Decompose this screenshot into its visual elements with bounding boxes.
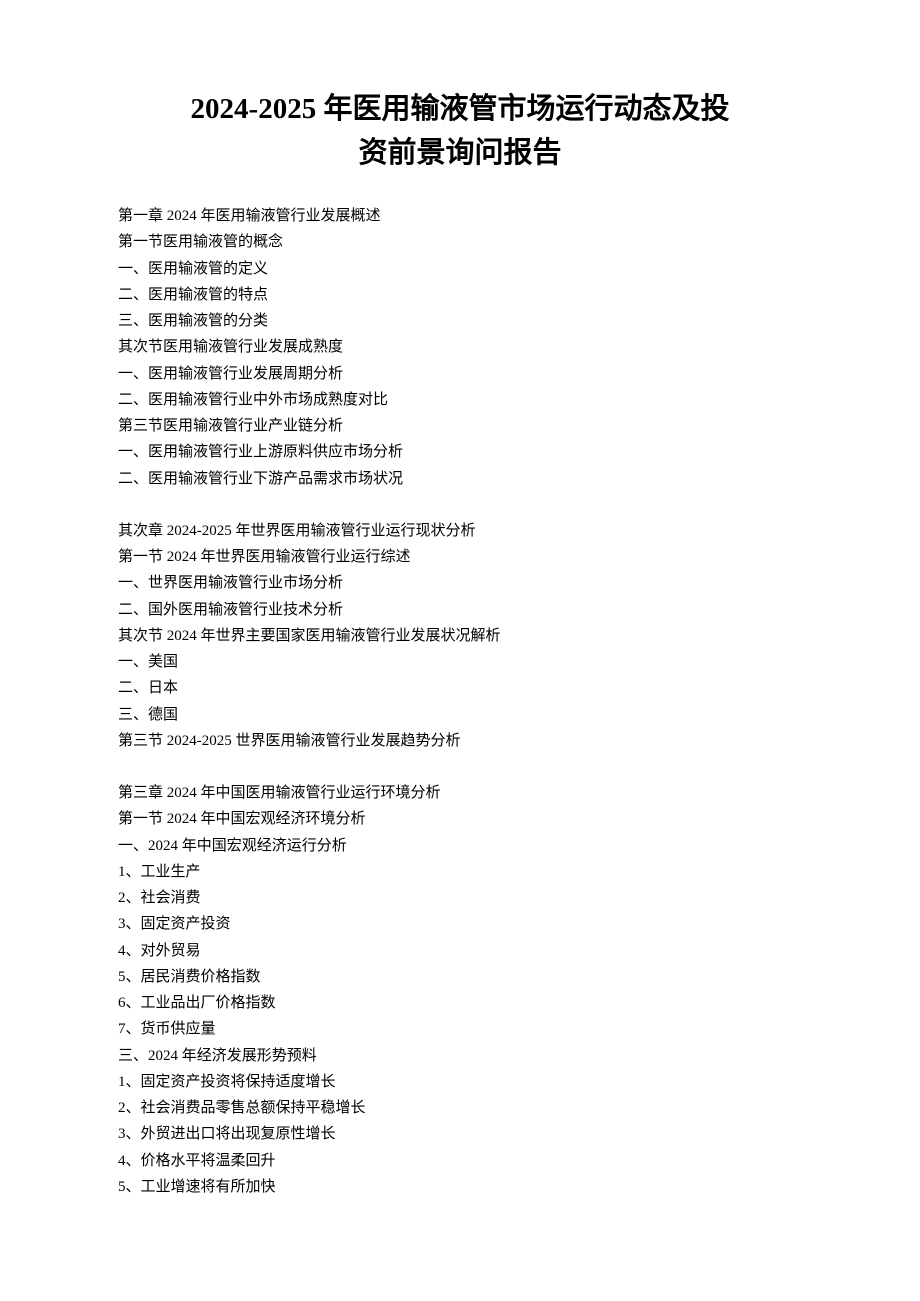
toc-line: 4、价格水平将温柔回升 (118, 1148, 802, 1174)
toc-line: 1、工业生产 (118, 859, 802, 885)
toc-line: 三、德国 (118, 702, 802, 728)
section-2: 其次章 2024-2025 年世界医用输液管行业运行现状分析 第一节 2024 … (118, 518, 802, 754)
toc-line: 一、医用输液管行业发展周期分析 (118, 361, 802, 387)
toc-line: 第三节 2024-2025 世界医用输液管行业发展趋势分析 (118, 728, 802, 754)
section-spacer (118, 754, 802, 780)
section-1: 第一章 2024 年医用输液管行业发展概述 第一节医用输液管的概念 一、医用输液… (118, 203, 802, 492)
toc-line: 第一章 2024 年医用输液管行业发展概述 (118, 203, 802, 229)
document-body: 第一章 2024 年医用输液管行业发展概述 第一节医用输液管的概念 一、医用输液… (118, 203, 802, 1200)
section-spacer (118, 492, 802, 518)
toc-line: 三、医用输液管的分类 (118, 308, 802, 334)
toc-line: 第三章 2024 年中国医用输液管行业运行环境分析 (118, 780, 802, 806)
toc-line: 一、医用输液管的定义 (118, 256, 802, 282)
toc-line: 第一节 2024 年世界医用输液管行业运行综述 (118, 544, 802, 570)
toc-line: 3、固定资产投资 (118, 911, 802, 937)
toc-line: 第三节医用输液管行业产业链分析 (118, 413, 802, 439)
toc-line: 二、国外医用输液管行业技术分析 (118, 597, 802, 623)
toc-line: 6、工业品出厂价格指数 (118, 990, 802, 1016)
toc-line: 第一节医用输液管的概念 (118, 229, 802, 255)
toc-line: 3、外贸进出口将出现复原性增长 (118, 1121, 802, 1147)
toc-line: 7、货币供应量 (118, 1016, 802, 1042)
toc-line: 一、美国 (118, 649, 802, 675)
toc-line: 第一节 2024 年中国宏观经济环境分析 (118, 806, 802, 832)
toc-line: 其次节医用输液管行业发展成熟度 (118, 334, 802, 360)
toc-line: 二、日本 (118, 675, 802, 701)
toc-line: 其次节 2024 年世界主要国家医用输液管行业发展状况解析 (118, 623, 802, 649)
toc-line: 三、2024 年经济发展形势预料 (118, 1043, 802, 1069)
title-line-2: 资前景询问报告 (358, 137, 561, 169)
title-line-1: 2024-2025 年医用输液管市场运行动态及投 (191, 93, 730, 125)
toc-line: 二、医用输液管的特点 (118, 282, 802, 308)
toc-line: 4、对外贸易 (118, 938, 802, 964)
toc-line: 1、固定资产投资将保持适度增长 (118, 1069, 802, 1095)
toc-line: 二、医用输液管行业中外市场成熟度对比 (118, 387, 802, 413)
toc-line: 一、医用输液管行业上游原料供应市场分析 (118, 439, 802, 465)
toc-line: 5、居民消费价格指数 (118, 964, 802, 990)
toc-line: 其次章 2024-2025 年世界医用输液管行业运行现状分析 (118, 518, 802, 544)
toc-line: 一、世界医用输液管行业市场分析 (118, 570, 802, 596)
toc-line: 二、医用输液管行业下游产品需求市场状况 (118, 466, 802, 492)
toc-line: 2、社会消费 (118, 885, 802, 911)
toc-line: 2、社会消费品零售总额保持平稳增长 (118, 1095, 802, 1121)
toc-line: 一、2024 年中国宏观经济运行分析 (118, 833, 802, 859)
toc-line: 5、工业增速将有所加快 (118, 1174, 802, 1200)
document-title: 2024-2025 年医用输液管市场运行动态及投 资前景询问报告 (118, 88, 802, 175)
section-3: 第三章 2024 年中国医用输液管行业运行环境分析 第一节 2024 年中国宏观… (118, 780, 802, 1200)
